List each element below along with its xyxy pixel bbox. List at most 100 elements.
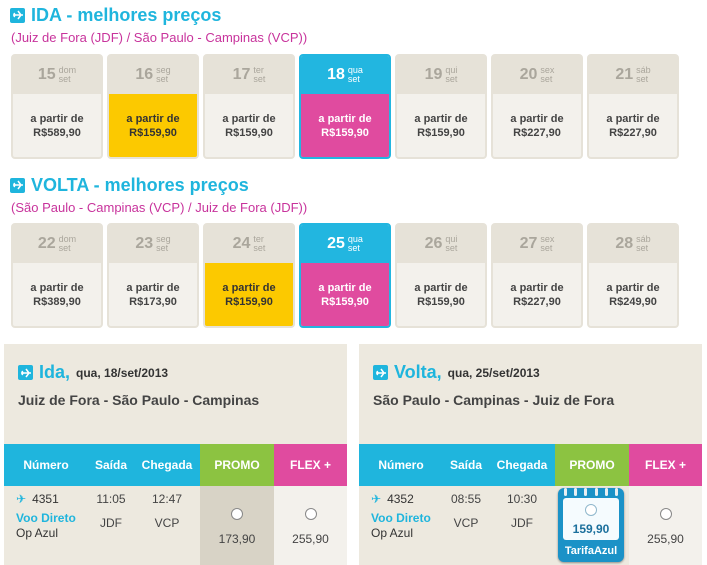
flex-fare-radio[interactable] [659,508,672,520]
day-number: 23 [135,235,154,252]
from-label: a partir de [318,281,372,294]
from-label: a partir de [510,281,564,294]
ida-day-row: 15 dom set a partir de R$589,90 16 seg set a par… [11,54,679,159]
weekday: dom set [59,235,77,253]
day-card-20[interactable]: 20 sex set a partir de R$227,90 [491,54,583,159]
day-card-18[interactable]: 18 qua set a partir de R$159,90 [299,54,391,159]
day-card-23[interactable]: 23 seg set a partir de R$173,90 [107,223,199,328]
from-label: a partir de [126,112,180,125]
weekday-name: ter [253,234,264,244]
promo-fare-cell[interactable]: 173,90 [200,486,274,565]
weekday: qui set [445,235,457,253]
weekday-name: sáb [636,65,651,75]
airplane-icon [10,177,25,193]
day-price: R$159,90 [321,295,369,308]
tarifa-azul-badge[interactable]: 159,90 TarifaAzul [558,488,624,562]
airplane-icon: ✈ [16,492,27,506]
voo-direto-link[interactable]: Voo Direto [371,511,431,525]
voo-direto-link[interactable]: Voo Direto [16,511,76,525]
volta-flight-row: ✈ 4352 Voo Direto Op Azul 08:55 VCP 10:3… [359,486,702,565]
departure-time: 08:55 [450,492,482,506]
day-card-27[interactable]: 27 sex set a partir de R$227,90 [491,223,583,328]
weekday-name: qui [445,234,458,244]
weekday: qua set [348,66,363,84]
header-numero: Número [359,444,443,486]
day-price-area: a partir de R$389,90 [13,263,101,326]
weekday: ter set [253,235,265,253]
day-number: 15 [37,66,56,83]
day-card-26[interactable]: 26 qui set a partir de R$159,90 [395,223,487,328]
day-card-22[interactable]: 22 dom set a partir de R$389,90 [11,223,103,328]
header-chegada: Chegada [134,444,200,486]
arrival-cell: 10:30 JDF [489,486,555,565]
weekday: qua set [348,235,363,253]
day-card-19[interactable]: 19 qui set a partir de R$159,90 [395,54,487,159]
day-price-area: a partir de R$159,90 [397,94,485,157]
day-number: 20 [519,66,538,83]
weekday: sex set [540,235,554,253]
header-promo: PROMO [555,444,629,486]
from-label: a partir de [222,112,276,125]
from-label: a partir de [126,281,180,294]
day-number: 24 [232,235,251,252]
ida-panel-title: Ida, qua, 18/set/2013 [18,362,168,383]
day-card-24[interactable]: 24 ter set a partir de R$159,90 [203,223,295,328]
flex-price: 255,90 [647,532,684,546]
month-abbr: set [540,74,553,84]
day-price-area: a partir de R$249,90 [589,263,677,326]
promo-fare-cell[interactable]: 159,90 TarifaAzul [555,486,629,565]
day-header: 16 seg set [109,56,197,94]
day-price: R$159,90 [225,295,273,308]
day-number: 22 [37,235,56,252]
flex-fare-radio[interactable] [304,508,317,520]
from-label: a partir de [318,112,372,125]
day-card-21[interactable]: 21 sáb set a partir de R$227,90 [587,54,679,159]
departure-time: 11:05 [96,492,126,506]
from-label: a partir de [510,112,564,125]
day-header: 25 qua set [301,225,389,263]
weekday-name: qui [445,65,458,75]
month-abbr: set [156,74,169,84]
day-number: 19 [424,66,443,83]
tarifa-azul-label: TarifaAzul [564,545,618,557]
header-flex: FLEX + [629,444,702,486]
weekday: ter set [253,66,265,84]
weekday-name: seg [156,234,171,244]
promo-fare-radio[interactable] [231,508,243,520]
day-header: 18 qua set [301,56,389,94]
promo-price: 173,90 [218,532,256,546]
volta-panel-label: Volta, [394,362,442,382]
day-number: 17 [232,66,251,83]
day-price: R$227,90 [513,126,561,139]
day-header: 22 dom set [13,225,101,263]
day-card-25[interactable]: 25 qua set a partir de R$159,90 [299,223,391,328]
ida-route: (Juiz de Fora (JDF) / São Paulo - Campin… [11,30,308,45]
flex-fare-cell[interactable]: 255,90 [274,486,347,565]
flight-number: ✈ 4351 [16,492,59,506]
weekday-name: qua [347,234,363,244]
ida-flight-panel: Ida, qua, 18/set/2013 Juiz de Fora - São… [4,344,347,565]
promo-fare-radio[interactable] [585,504,597,516]
volta-table-header: Número Saída Chegada PROMO FLEX + [359,444,702,486]
day-header: 27 sex set [493,225,581,263]
from-label: a partir de [414,281,468,294]
operator: Op Azul [371,526,414,540]
day-card-17[interactable]: 17 ter set a partir de R$159,90 [203,54,295,159]
day-card-15[interactable]: 15 dom set a partir de R$589,90 [11,54,103,159]
departure-airport: VCP [453,516,479,530]
ida-panel-label: Ida, [39,362,71,382]
weekday: sáb set [636,66,651,84]
calendar-icon: 159,90 [563,498,619,540]
from-label: a partir de [30,112,84,125]
weekday-name: sex [540,234,555,244]
day-card-16[interactable]: 16 seg set a partir de R$159,90 [107,54,199,159]
day-price-area: a partir de R$159,90 [397,263,485,326]
month-abbr: set [445,243,458,253]
day-number: 16 [135,66,154,83]
day-price: R$159,90 [225,126,273,139]
day-price: R$159,90 [129,126,177,139]
flex-fare-cell[interactable]: 255,90 [629,486,702,565]
airplane-icon [18,365,33,380]
weekday-name: dom [58,65,77,75]
day-card-28[interactable]: 28 sáb set a partir de R$249,90 [587,223,679,328]
